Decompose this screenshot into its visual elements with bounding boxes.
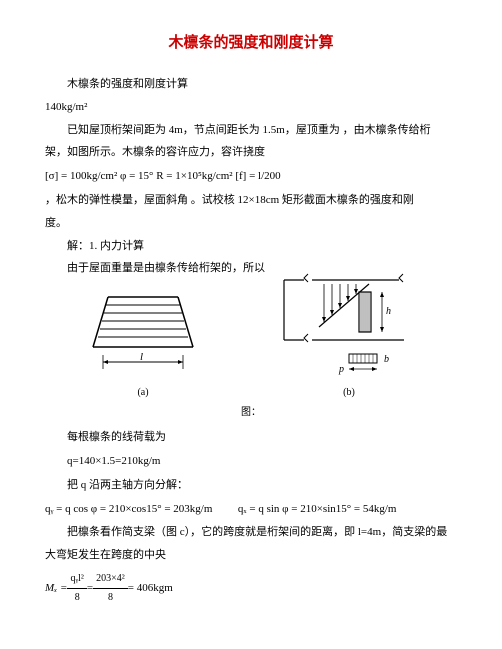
diagram-container: l (a) — [45, 287, 457, 402]
line-14: 把檩条看作简支梁（图 c），它的跨度就是桁架间的距离，即 l=4m，简支梁的最 — [45, 523, 457, 543]
diagram-b-svg: h b p — [274, 272, 424, 382]
diagram-b-box: h b p (b) — [274, 272, 424, 402]
diagram-a-box: l (a) — [78, 287, 208, 402]
frac-1: qᵧl² 8 — [67, 570, 86, 607]
line-6: ，松木的弹性模量，屋面斜角 。试校核 12×18cm 矩形截面木檩条的强度和刚 — [45, 191, 457, 211]
frac2-num: 203×4² — [93, 570, 128, 589]
dim-h-label: h — [386, 306, 391, 317]
formula-qy-qx: qᵧ = q cos φ = 210×cos15° = 203kg/m qₓ =… — [45, 500, 457, 520]
Mx-result: = 406kgm — [128, 579, 173, 599]
line-12: 把 q 沿两主轴方向分解： — [45, 476, 457, 496]
line-1: 木檩条的强度和刚度计算 — [45, 75, 457, 95]
frac1-den: 8 — [67, 589, 86, 607]
doc-title: 木檩条的强度和刚度计算 — [45, 30, 457, 57]
caption-b: (b) — [343, 384, 355, 402]
line-4: 架，如图所示。木檩条的容许应力，容许挠度 — [45, 143, 457, 163]
formula-Mx: Mₓ = qᵧl² 8 = 203×4² 8 = 406kgm — [45, 570, 457, 607]
diagram-a-svg: l — [78, 287, 208, 382]
frac1-num: qᵧl² — [67, 570, 86, 589]
fig-label: 图： — [45, 404, 457, 422]
dim-p-label: p — [338, 364, 344, 375]
formula-qy: qᵧ = q cos φ = 210×cos15° = 203kg/m — [45, 503, 212, 515]
frac-2: 203×4² 8 — [93, 570, 128, 607]
line-7: 度。 — [45, 214, 457, 234]
line-15: 大弯矩发生在跨度的中央 — [45, 546, 457, 566]
dim-b-label: b — [384, 354, 389, 365]
line-8: 解：1. 内力计算 — [45, 237, 457, 257]
dim-l-label: l — [140, 351, 143, 363]
Mx-label: Mₓ = — [45, 579, 67, 599]
frac2-den: 8 — [93, 589, 128, 607]
line-3: 已知屋顶桁架间距为 4m，节点间距长为 1.5m，屋顶重为 ，由木檩条传给桁 — [45, 121, 457, 141]
formula-qx: qₓ = q sin φ = 210×sin15° = 54kg/m — [238, 503, 397, 515]
line-10: 每根檩条的线荷载为 — [45, 428, 457, 448]
formula-sigma: [σ] = 100kg/cm² φ = 15° R = 1×10⁵kg/cm² … — [45, 167, 457, 187]
formula-140: 140kg/m² — [45, 98, 457, 118]
formula-q: q=140×1.5=210kg/m — [45, 452, 457, 472]
caption-a: (a) — [137, 384, 148, 402]
